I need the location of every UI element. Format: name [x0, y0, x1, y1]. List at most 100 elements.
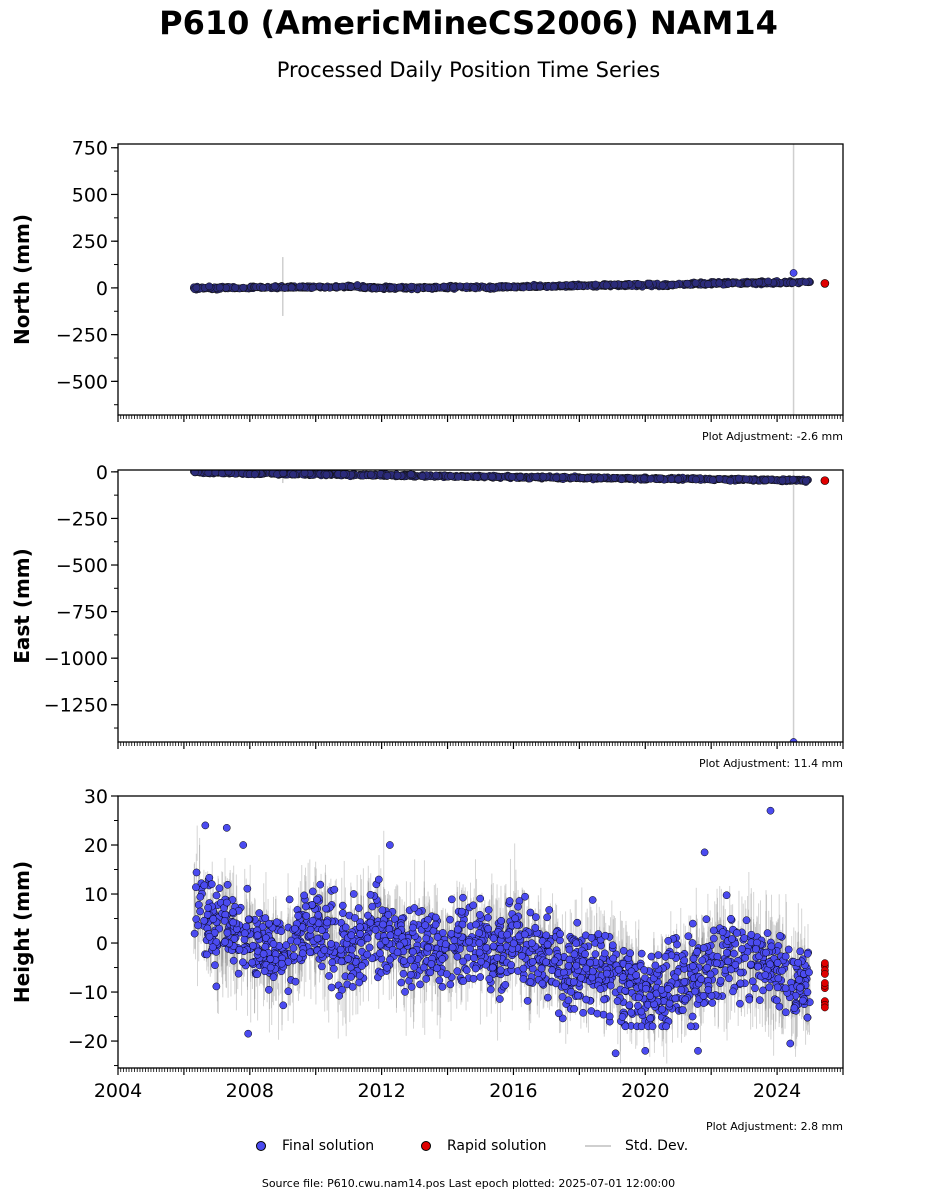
final-solution-point	[355, 978, 363, 987]
final-solution-point	[519, 975, 528, 983]
final-solution-point	[704, 280, 712, 289]
final-solution-point	[596, 474, 605, 483]
y-tick-label: −1250	[44, 695, 108, 717]
final-solution-point	[724, 957, 732, 966]
final-solution-point	[801, 278, 810, 286]
final-solution-point	[620, 281, 629, 289]
final-solution-point	[565, 945, 574, 954]
final-solution-point	[640, 474, 648, 483]
y-tick-label: −750	[56, 602, 108, 624]
rapid-solution-point	[820, 476, 830, 485]
final-solution-point	[253, 970, 262, 979]
final-solution-point	[591, 280, 600, 289]
final-solution-point	[255, 909, 264, 917]
final-solution-point	[523, 997, 532, 1005]
final-solution-point	[369, 284, 378, 292]
final-solution-point	[488, 472, 496, 481]
final-solution-point	[269, 973, 278, 982]
final-solution-point	[789, 475, 797, 484]
final-solution-point	[708, 999, 717, 1007]
final-solution-point	[516, 473, 524, 481]
final-solution-point	[422, 975, 431, 983]
final-solution-point	[480, 472, 489, 481]
final-solution-point	[476, 894, 485, 903]
final-solution-point	[205, 282, 214, 291]
final-solution-point	[658, 281, 667, 290]
final-solution-point	[328, 958, 337, 967]
y-tick-label: 750	[72, 138, 108, 160]
final-solution-point	[339, 470, 348, 479]
final-solution-point	[619, 946, 628, 955]
final-solution-point	[353, 281, 362, 289]
final-solution-point	[335, 991, 344, 1000]
final-solution-point	[456, 282, 464, 291]
final-solution-point	[755, 278, 764, 287]
final-solution-point	[472, 472, 481, 481]
final-solution-point	[674, 475, 683, 484]
final-solution-points	[189, 269, 814, 294]
final-solution-point	[431, 920, 440, 929]
final-solution-point	[778, 476, 787, 485]
y-tick-label: −1000	[44, 648, 108, 670]
final-solution-point	[395, 283, 404, 292]
final-solution-point	[407, 282, 416, 291]
east-panel: −1250 −1000 −750 −500 −250 0 East (mm) Plot Adj…	[10, 462, 844, 770]
final-solution-point	[277, 927, 286, 936]
final-solution-point	[453, 967, 462, 976]
final-solution-point	[190, 929, 199, 938]
final-solution-point	[302, 911, 311, 920]
final-solution-point	[300, 470, 309, 477]
plot-area	[189, 144, 830, 415]
final-solution-point	[318, 962, 326, 971]
final-solution-points	[190, 806, 814, 1058]
final-solution-point	[262, 934, 270, 942]
final-solution-point	[556, 936, 564, 945]
final-solution-point	[545, 947, 553, 956]
final-solution-point	[693, 948, 701, 956]
final-solution-point	[249, 941, 257, 950]
final-solution-point	[239, 283, 248, 292]
final-solution-point	[383, 471, 392, 480]
final-solution-point	[290, 952, 298, 960]
final-solution-point	[747, 930, 756, 939]
final-solution-point	[610, 280, 619, 289]
final-solution-point	[446, 980, 455, 989]
plot-adjustment-label: Plot Adjustment: -2.6 mm	[702, 430, 843, 443]
final-solution-point	[211, 961, 219, 970]
final-solution-point	[794, 958, 802, 967]
final-solution-point	[442, 970, 451, 978]
final-solution-point	[281, 284, 289, 292]
y-axis-label: East (mm)	[10, 548, 34, 664]
final-solution-point	[321, 283, 330, 292]
final-solution-point	[567, 281, 576, 290]
final-solution-point	[366, 890, 375, 899]
final-solution-point	[486, 985, 495, 994]
final-solution-point	[519, 283, 528, 292]
final-solution-point	[625, 1001, 634, 1010]
final-solution-point	[519, 964, 528, 973]
final-solution-point	[637, 1022, 646, 1031]
final-solution-point	[242, 922, 251, 931]
final-solution-point	[594, 930, 603, 938]
final-solution-point	[684, 932, 693, 941]
final-solution-point	[735, 474, 743, 483]
final-solution-point	[740, 934, 749, 942]
final-solution-point	[702, 915, 711, 924]
final-solution-point	[667, 280, 676, 289]
final-solution-point	[376, 949, 384, 958]
rapid-solution-point	[820, 279, 830, 288]
final-solution-point	[646, 475, 655, 483]
final-solution-point	[279, 470, 288, 478]
final-solution-point	[579, 1008, 587, 1017]
final-solution-point	[424, 284, 433, 293]
final-solution-point	[645, 279, 653, 288]
final-solution-point	[458, 920, 467, 929]
final-solution-point	[773, 983, 782, 992]
final-solution-points	[189, 470, 812, 742]
final-solution-point	[688, 939, 697, 947]
final-solution-point	[776, 932, 784, 940]
final-solution-point	[538, 979, 547, 988]
final-solution-point	[677, 986, 686, 994]
final-solution-point	[548, 966, 556, 975]
